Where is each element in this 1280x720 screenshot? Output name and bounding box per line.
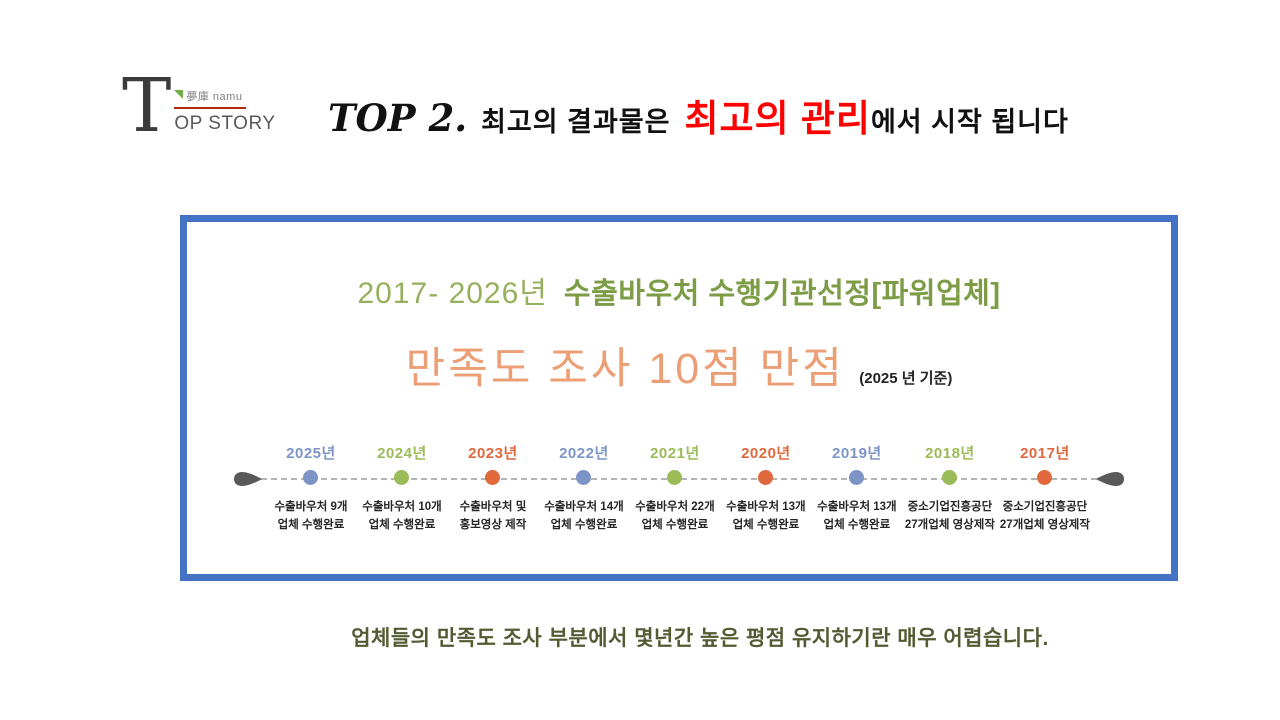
panel-subtitle-note: (2025 년 기준) — [859, 370, 953, 387]
timeline-year-label: 2022년 — [559, 445, 609, 462]
timeline-dot — [485, 470, 501, 485]
logo-underline — [174, 106, 247, 109]
timeline-description: 수출바우처 10개 업체 수행완료 — [362, 501, 442, 531]
timeline-description: 수출바우처 22개 업체 수행완료 — [635, 501, 715, 531]
timeline-item: 2023년 수출바우처 및 홍보영상 제작 — [450, 444, 536, 535]
panel-title-years: 2017- 2026년 — [357, 277, 548, 310]
title-text-after: 에서 시작 됩니다 — [870, 107, 1069, 137]
timeline-panel: 2017- 2026년 수출바우처 수행기관선정[파워업체] 만족도 조사 10점… — [180, 215, 1178, 581]
logo: T 夢庫 namu OP STORY — [122, 63, 276, 149]
timeline-dot — [758, 470, 774, 485]
title-text-before: 최고의 결과물은 — [481, 107, 671, 137]
timeline-dot — [849, 470, 865, 485]
logo-brand: OP STORY — [174, 112, 276, 134]
panel-subtitle-text: 만족도 조사 10점 만점 — [405, 345, 845, 393]
logo-t-letter: T — [122, 63, 172, 149]
timeline-start-cap-icon — [233, 471, 263, 487]
timeline: 2025년 수출바우처 9개 업체 수행완료 2024년 수출바우처 10개 업… — [233, 444, 1125, 564]
timeline-year-label: 2017년 — [1020, 445, 1070, 462]
timeline-item: 2018년 중소기업진흥공단 27개업체 영상제작 — [905, 444, 995, 535]
timeline-year-label: 2023년 — [468, 445, 518, 462]
timeline-item: 2022년 수출바우처 14개 업체 수행완료 — [541, 444, 627, 535]
timeline-item: 2017년 중소기업진흥공단 27개업체 영상제작 — [1000, 444, 1090, 535]
top-label: TOP 2. — [328, 96, 468, 140]
timeline-description: 수출바우처 9개 업체 수행완료 — [274, 501, 348, 531]
timeline-dot — [303, 470, 319, 485]
timeline-item: 2019년 수출바우처 13개 업체 수행완료 — [814, 444, 900, 535]
panel-title-main: 수출바우처 수행기관선정[파워업체] — [563, 278, 1001, 310]
header-title: TOP 2. 최고의 결과물은 최고의 관리 에서 시작 됩니다 — [328, 88, 1069, 142]
panel-subtitle: 만족도 조사 10점 만점 (2025 년 기준) — [187, 334, 1171, 396]
timeline-year-label: 2018년 — [925, 445, 975, 462]
timeline-year-label: 2025년 — [286, 445, 336, 462]
timeline-year-label: 2021년 — [650, 445, 700, 462]
timeline-item: 2021년 수출바우처 22개 업체 수행완료 — [632, 444, 718, 535]
timeline-year-label: 2020년 — [741, 445, 791, 462]
timeline-item: 2024년 수출바우처 10개 업체 수행완료 — [359, 444, 445, 535]
timeline-description: 수출바우처 및 홍보영상 제작 — [459, 501, 527, 531]
logo-subbrand: 夢庫 namu — [186, 90, 243, 103]
logo-triangle-icon — [174, 89, 184, 99]
timeline-description: 수출바우처 13개 업체 수행완료 — [726, 501, 806, 531]
timeline-year-label: 2019년 — [832, 445, 882, 462]
timeline-dot — [942, 470, 958, 485]
timeline-description: 수출바우처 14개 업체 수행완료 — [544, 501, 624, 531]
timeline-year-label: 2024년 — [377, 445, 427, 462]
timeline-dot — [576, 470, 592, 485]
logo-text-block: 夢庫 namu OP STORY — [174, 88, 275, 137]
timeline-item: 2025년 수출바우처 9개 업체 수행완료 — [268, 444, 354, 535]
timeline-item: 2020년 수출바우처 13개 업체 수행완료 — [723, 444, 809, 535]
timeline-end-cap-icon — [1095, 471, 1125, 487]
timeline-dot — [667, 470, 683, 485]
footer-note: 업체들의 만족도 조사 부분에서 몇년간 높은 평점 유지하기란 매우 어렵습니… — [351, 627, 1049, 650]
timeline-dot — [394, 470, 410, 485]
timeline-description: 중소기업진흥공단 27개업체 영상제작 — [999, 501, 1090, 531]
timeline-dot — [1037, 470, 1053, 485]
panel-title: 2017- 2026년 수출바우처 수행기관선정[파워업체] — [187, 222, 1171, 312]
timeline-description: 중소기업진흥공단 27개업체 영상제작 — [904, 501, 995, 531]
title-highlight: 최고의 관리 — [684, 98, 871, 139]
timeline-description: 수출바우처 13개 업체 수행완료 — [817, 501, 897, 531]
